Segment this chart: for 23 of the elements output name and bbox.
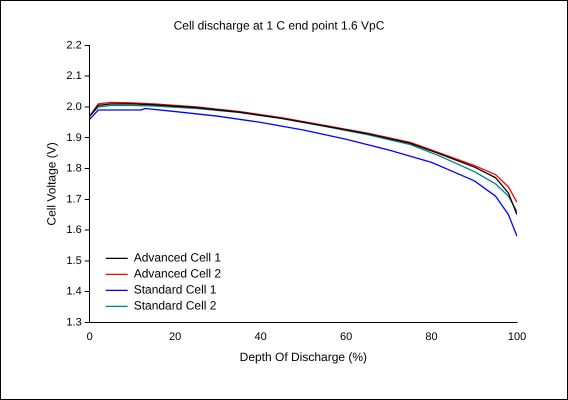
- x-tick-label: 60: [340, 331, 352, 344]
- y-axis-title: Cell Voltage (V): [44, 142, 59, 226]
- x-tick-label: 20: [169, 331, 182, 344]
- y-tick-label: 1.6: [66, 224, 82, 236]
- y-tick-label: 1.7: [66, 193, 82, 206]
- y-tick-label: 1.8: [66, 162, 82, 175]
- y-tick-label: 2.2: [66, 39, 82, 52]
- x-tick-label: 80: [425, 331, 438, 344]
- legend-label: Advanced Cell 2: [134, 266, 222, 281]
- y-tick-label: 1.9: [66, 132, 82, 144]
- y-tick-label: 2.1: [66, 70, 82, 82]
- chart-title: Cell discharge at 1 C end point 1.6 VpC: [174, 18, 385, 33]
- legend-label: Advanced Cell 1: [134, 250, 222, 265]
- y-tick-label: 2.0: [66, 100, 82, 113]
- y-tick-label: 1.5: [66, 254, 82, 267]
- legend-label: Standard Cell 2: [134, 298, 217, 313]
- x-tick-label: 0: [86, 331, 93, 344]
- x-axis-title: Depth Of Discharge (%): [240, 350, 368, 364]
- y-tick-label: 1.4: [66, 286, 82, 298]
- x-tick-label: 40: [254, 331, 267, 344]
- legend-label: Standard Cell 1: [134, 282, 217, 297]
- x-tick-label: 100: [508, 331, 526, 344]
- y-tick-label: 1.3: [66, 316, 82, 328]
